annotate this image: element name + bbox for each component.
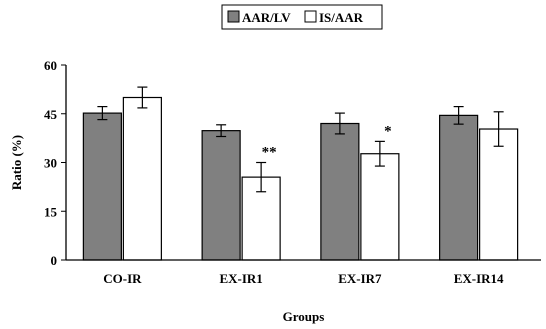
- x-tick-label-3: EX-IR14: [454, 271, 504, 286]
- y-axis-title: Ratio (%): [9, 135, 24, 190]
- bar-aar-lv-ex-ir14: [439, 114, 479, 261]
- bar-is-aar-co-ir: [122, 96, 162, 261]
- bar-is-aar-ex-ir7: [360, 153, 400, 261]
- bar-aar-lv-co-ir: [82, 112, 122, 261]
- legend-box: [221, 4, 383, 30]
- legend-label-0: AAR/LV: [242, 10, 291, 25]
- y-tick-label-3: 45: [44, 107, 58, 122]
- legend-swatch-1: [304, 10, 317, 23]
- x-tick-label-1: EX-IR1: [219, 271, 262, 286]
- y-tick-label-0: 0: [51, 253, 58, 268]
- bar-aar-lv-ex-ir1: [201, 130, 241, 261]
- legend-swatch-0: [227, 10, 240, 23]
- y-tick-label-2: 30: [44, 156, 57, 171]
- x-axis-title: Groups: [283, 309, 325, 324]
- x-tick-label-2: EX-IR7: [338, 271, 382, 286]
- bar-aar-lv-ex-ir7: [320, 122, 360, 261]
- significance-mark-0: **: [262, 145, 277, 161]
- bar-is-aar-ex-ir14: [479, 128, 519, 261]
- x-tick-label-0: CO-IR: [103, 271, 142, 286]
- y-tick-label-1: 15: [44, 204, 58, 219]
- significance-mark-1: *: [384, 123, 392, 139]
- legend-label-1: IS/AAR: [319, 10, 364, 25]
- y-tick-label-4: 60: [44, 58, 57, 73]
